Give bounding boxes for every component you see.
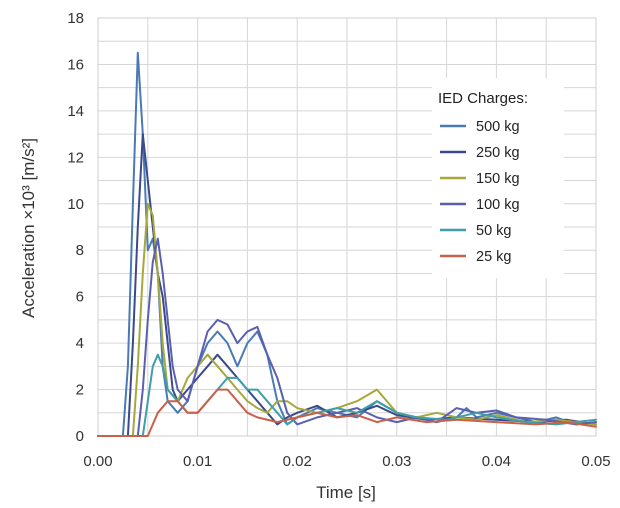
legend-label-25-kg: 25 kg [476, 249, 511, 265]
y-tick-label: 14 [67, 103, 84, 120]
x-tick-label: 0.00 [83, 453, 112, 470]
legend-label-500-kg: 500 kg [476, 119, 520, 135]
x-tick-label: 0.04 [482, 453, 511, 470]
y-axis-label: Acceleration ×10³ [m/s²] [19, 138, 38, 318]
y-tick-label: 0 [76, 428, 84, 445]
x-tick-label: 0.03 [382, 453, 411, 470]
legend-label-150-kg: 150 kg [476, 171, 520, 187]
x-tick-label: 0.05 [581, 453, 610, 470]
x-axis-label: Time [s] [316, 483, 376, 502]
legend-label-250-kg: 250 kg [476, 145, 520, 161]
x-tick-label: 0.01 [183, 453, 212, 470]
y-tick-label: 2 [76, 382, 84, 399]
legend-label-50-kg: 50 kg [476, 223, 511, 239]
y-tick-label: 8 [76, 242, 84, 259]
legend-title: IED Charges: [438, 90, 528, 107]
legend: IED Charges: 500 kg 250 kg 150 kg 100 kg 50 … [432, 78, 564, 278]
y-tick-label: 16 [67, 56, 84, 73]
legend-label-100-kg: 100 kg [476, 197, 520, 213]
y-tick-label: 4 [76, 335, 84, 352]
y-tick-label: 12 [67, 149, 84, 166]
y-tick-label: 18 [67, 10, 84, 27]
y-tick-label: 6 [76, 289, 84, 306]
x-tick-label: 0.02 [283, 453, 312, 470]
y-tick-label: 10 [67, 196, 84, 213]
